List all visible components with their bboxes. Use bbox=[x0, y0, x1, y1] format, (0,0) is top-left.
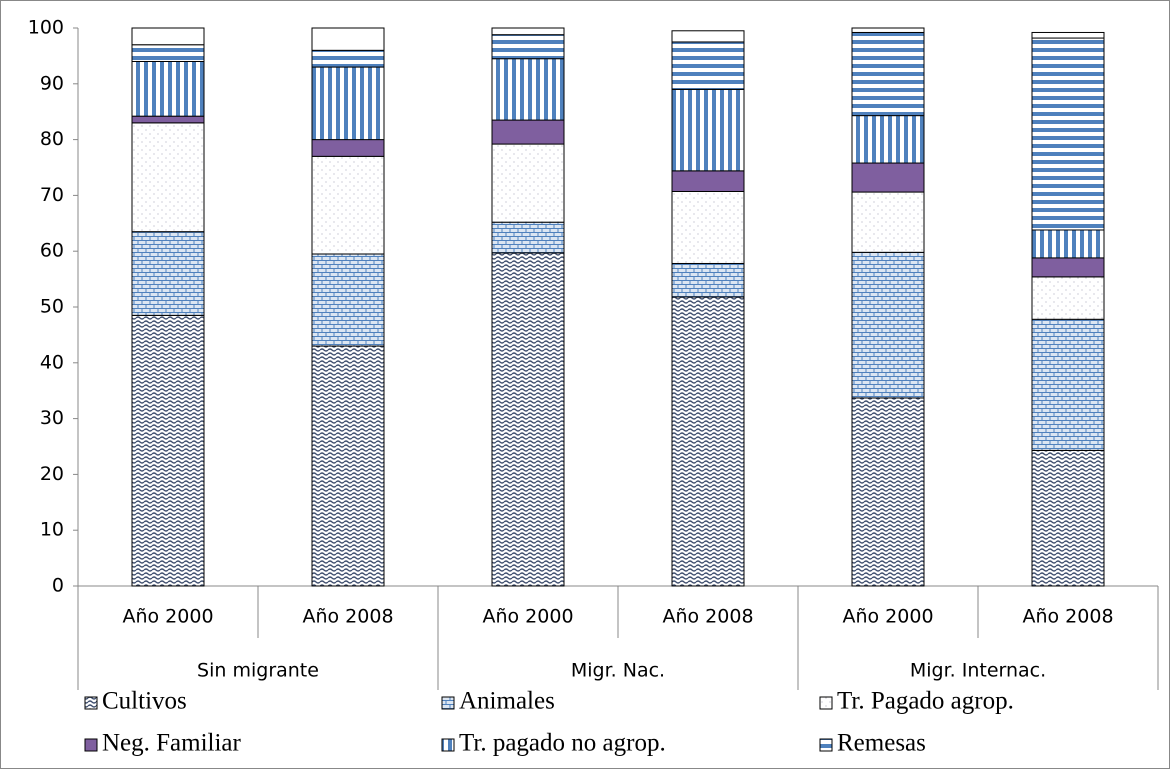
bar-segment bbox=[1031, 229, 1105, 259]
bar-segment bbox=[671, 296, 745, 587]
legend-label: Cultivos bbox=[102, 688, 187, 715]
bar-segment bbox=[131, 122, 205, 233]
bar-segment bbox=[131, 231, 205, 316]
bar-segment bbox=[671, 190, 745, 264]
bar-segment bbox=[851, 27, 925, 33]
y-tick-label: 50 bbox=[40, 296, 64, 318]
bar-segment bbox=[311, 66, 385, 141]
bar-segment bbox=[311, 27, 385, 51]
bar-segment bbox=[311, 155, 385, 255]
bar-segment bbox=[491, 27, 565, 36]
y-tick-label: 70 bbox=[40, 184, 64, 206]
legend-swatch bbox=[441, 696, 455, 710]
bar-segment bbox=[491, 252, 565, 587]
legend-label: Tr. Pagado agrop. bbox=[837, 688, 1014, 715]
bar-segment bbox=[1031, 31, 1105, 39]
y-tick-label: 40 bbox=[40, 351, 64, 373]
x-tick-label: Año 2008 bbox=[302, 606, 393, 628]
group-label: Migr. Internac. bbox=[910, 660, 1046, 682]
legend-swatch bbox=[84, 696, 98, 710]
bar-segment bbox=[311, 345, 385, 587]
bar-segment bbox=[1031, 257, 1105, 278]
bar-segment bbox=[491, 119, 565, 145]
y-tick-label: 100 bbox=[28, 17, 64, 39]
y-tick-label: 90 bbox=[40, 72, 64, 94]
bar-segment bbox=[491, 143, 565, 223]
bar-segment bbox=[1031, 318, 1105, 451]
bar-segment bbox=[671, 262, 745, 298]
y-tick-label: 80 bbox=[40, 128, 64, 150]
bar-segment bbox=[491, 34, 565, 60]
legend-label: Animales bbox=[459, 688, 555, 715]
bar-segment bbox=[851, 115, 925, 164]
bar-segment bbox=[131, 44, 205, 62]
bar-segment bbox=[311, 139, 385, 157]
y-tick-label: 10 bbox=[40, 519, 64, 541]
legend-swatch bbox=[819, 738, 833, 752]
bar-segment bbox=[1031, 276, 1105, 320]
y-tick-label: 60 bbox=[40, 240, 64, 262]
bar-segment bbox=[671, 88, 745, 172]
legend-swatch bbox=[84, 738, 98, 752]
bar-segment bbox=[851, 397, 925, 587]
bar-segment bbox=[491, 58, 565, 121]
legend-label: Remesas bbox=[837, 730, 926, 757]
bar-segment bbox=[311, 49, 385, 68]
bar-segment bbox=[1031, 449, 1105, 587]
y-tick-label: 0 bbox=[52, 575, 64, 597]
bar-segment bbox=[851, 162, 925, 193]
legend-label: Tr. pagado no agrop. bbox=[459, 730, 666, 757]
bar-segment bbox=[671, 170, 745, 192]
bar-segment bbox=[851, 251, 925, 399]
x-tick-label: Año 2000 bbox=[482, 606, 573, 628]
bar-segment bbox=[491, 221, 565, 254]
bar-segment bbox=[671, 30, 745, 43]
group-label: Sin migrante bbox=[197, 660, 319, 682]
bar-segment bbox=[131, 60, 205, 117]
bar-segment bbox=[311, 253, 385, 347]
y-tick-label: 30 bbox=[40, 407, 64, 429]
y-tick-label: 20 bbox=[40, 463, 64, 485]
legend-swatch bbox=[441, 738, 455, 752]
x-tick-label: Año 2000 bbox=[122, 606, 213, 628]
bar-segment bbox=[851, 31, 925, 117]
bar-segment bbox=[131, 314, 205, 587]
x-tick-label: Año 2008 bbox=[662, 606, 753, 628]
bar-segment bbox=[851, 191, 925, 253]
x-tick-label: Año 2008 bbox=[1022, 606, 1113, 628]
x-tick-label: Año 2000 bbox=[842, 606, 933, 628]
bar-segment bbox=[1031, 37, 1105, 231]
bar-segment bbox=[131, 115, 205, 124]
bar-segment bbox=[671, 41, 745, 90]
legend-swatch bbox=[819, 696, 833, 710]
bar-segment bbox=[131, 27, 205, 46]
legend-label: Neg. Familiar bbox=[102, 730, 242, 757]
group-label: Migr. Nac. bbox=[571, 660, 665, 682]
